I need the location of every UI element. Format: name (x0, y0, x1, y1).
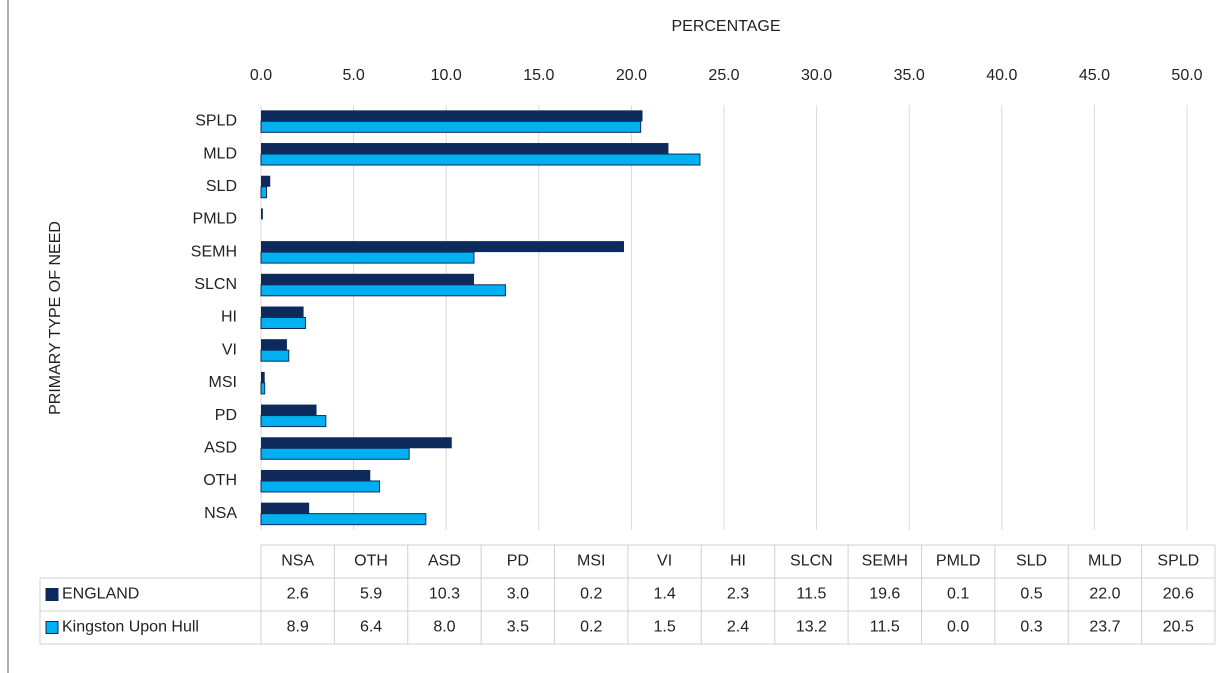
x-tick-label: 5.0 (342, 67, 364, 84)
y-axis-title: PRIMARY TYPE OF NEED (47, 221, 64, 415)
y-tick-label: SLD (206, 178, 237, 195)
y-tick-label: VI (222, 341, 237, 358)
bar (261, 404, 317, 416)
table-value: 6.4 (360, 619, 382, 636)
table-value: 19.6 (869, 586, 900, 603)
y-tick-label: PD (215, 407, 237, 424)
y-tick-label: HI (221, 309, 237, 326)
legend-label: ENGLAND (62, 586, 139, 603)
table-value: 1.5 (653, 619, 675, 636)
bar (261, 208, 263, 220)
bar (261, 469, 371, 481)
table-header: SLCN (790, 553, 833, 570)
x-tick-label: 0.0 (250, 67, 272, 84)
table-value: 8.9 (287, 619, 309, 636)
bar (260, 186, 268, 199)
legend-swatch (45, 621, 59, 634)
x-tick-label: 45.0 (1079, 67, 1110, 84)
table-header: NSA (281, 553, 314, 570)
bar (261, 306, 304, 318)
y-tick-label: PMLD (193, 211, 237, 228)
bar (261, 339, 287, 351)
x-tick-label: 30.0 (801, 67, 832, 84)
x-tick-label: 40.0 (986, 67, 1017, 84)
bar (260, 415, 327, 428)
x-tick-label: 35.0 (894, 67, 925, 84)
bar (260, 153, 701, 166)
table-value: 0.1 (947, 586, 969, 603)
bar (260, 284, 506, 297)
table-value: 0.0 (947, 619, 969, 636)
y-tick-label: SLCN (194, 276, 237, 293)
table-value: 23.7 (1089, 619, 1120, 636)
table-header: HI (730, 553, 746, 570)
x-tick-label: 25.0 (708, 67, 739, 84)
bar (260, 480, 381, 493)
table-header: ASD (428, 553, 461, 570)
x-tick-label: 15.0 (523, 67, 554, 84)
bar (261, 110, 643, 122)
table-value: 2.4 (727, 619, 749, 636)
table-header: SLD (1016, 553, 1047, 570)
x-tick-label: 20.0 (616, 67, 647, 84)
table-header: SPLD (1157, 553, 1199, 570)
table-value: 3.5 (507, 619, 529, 636)
bar (260, 349, 290, 362)
table-value: 11.5 (796, 586, 826, 603)
bar (261, 502, 310, 514)
bar (261, 437, 452, 449)
table-value: 20.6 (1163, 586, 1194, 603)
y-tick-label: SPLD (195, 113, 237, 130)
table-value: 2.3 (727, 586, 749, 603)
bar (260, 251, 475, 264)
x-axis-title: PERCENTAGE (671, 18, 780, 35)
x-tick-label: 50.0 (1171, 67, 1202, 84)
legend-swatch (45, 588, 59, 601)
table-header: MSI (577, 553, 605, 570)
bar (261, 241, 624, 253)
table-value: 11.5 (870, 619, 900, 636)
bar (261, 175, 271, 187)
table-header: OTH (354, 553, 388, 570)
x-tick-label: 10.0 (431, 67, 462, 84)
table-value: 8.0 (433, 619, 455, 636)
y-tick-label: MLD (203, 145, 237, 162)
bar (260, 447, 410, 460)
table-value: 0.5 (1020, 586, 1042, 603)
y-tick-label: MSI (209, 374, 237, 391)
y-tick-label: OTH (203, 472, 237, 489)
y-tick-label: NSA (204, 505, 237, 522)
table-header: MLD (1088, 553, 1122, 570)
table-header: SEMH (862, 553, 908, 570)
bar (260, 513, 427, 526)
y-tick-label: ASD (204, 439, 237, 456)
bar (261, 273, 474, 285)
bar (260, 317, 306, 329)
table-value: 0.2 (580, 619, 602, 636)
table-value: 2.6 (287, 586, 309, 603)
table-value: 5.9 (360, 586, 382, 603)
table-value: 10.3 (429, 586, 460, 603)
table-header: VI (657, 553, 672, 570)
table-header: PMLD (936, 553, 980, 570)
bar (260, 120, 642, 133)
table-value: 3.0 (507, 586, 529, 603)
bar (261, 143, 669, 155)
table-value: 22.0 (1089, 586, 1120, 603)
table-value: 13.2 (796, 619, 827, 636)
table-value: 1.4 (653, 586, 675, 603)
y-tick-label: SEMH (191, 243, 237, 260)
table-header: PD (507, 553, 529, 570)
bar (261, 371, 265, 383)
table-value: 0.2 (580, 586, 602, 603)
legend-label: Kingston Upon Hull (62, 619, 199, 636)
table-value: 20.5 (1163, 619, 1194, 636)
table-value: 0.3 (1020, 619, 1042, 636)
bar (260, 382, 266, 395)
